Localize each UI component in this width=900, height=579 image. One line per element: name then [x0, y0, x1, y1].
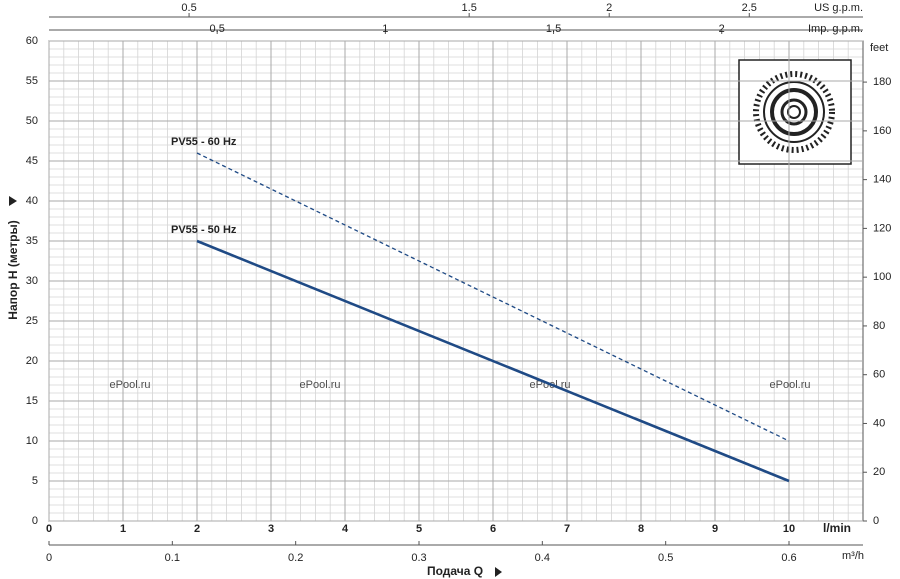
extra-axis-label: Imp. g.p.m. [808, 23, 863, 35]
y2-tick-label: 20 [873, 466, 885, 478]
extra-tick-label: 0.5 [658, 552, 673, 564]
x-tick-label: 7 [564, 523, 570, 535]
y-tick-label: 10 [26, 435, 38, 447]
series-label: PV55 - 50 Hz [171, 224, 237, 236]
y-tick-label: 20 [26, 355, 38, 367]
extra-tick-label: 1.5 [462, 2, 477, 14]
y2-tick-label: 0 [873, 515, 879, 527]
y2-tick-label: 180 [873, 76, 891, 88]
y-tick-label: 60 [26, 35, 38, 47]
y2-tick-label: 120 [873, 222, 891, 234]
y-tick-label: 25 [26, 315, 38, 327]
extra-tick-label: 1.5 [546, 23, 561, 35]
y-tick-label: 5 [32, 475, 38, 487]
y2-tick-label: 140 [873, 174, 891, 186]
extra-tick-label: 2 [606, 2, 612, 14]
extra-tick-label: 0.2 [288, 552, 303, 564]
series-label: PV55 - 60 Hz [171, 136, 237, 148]
extra-tick-label: 0.1 [165, 552, 180, 564]
extra-tick-label: 2.5 [742, 2, 757, 14]
y2-tick-label: 40 [873, 417, 885, 429]
extra-tick-label: 0.5 [181, 2, 196, 14]
extra-tick-label: 2 [719, 23, 725, 35]
y-tick-label: 35 [26, 235, 38, 247]
x-tick-label: 1 [120, 523, 126, 535]
y-tick-label: 0 [32, 515, 38, 527]
impeller-icon [753, 71, 835, 153]
watermark: ePool.ru [300, 379, 341, 391]
y-tick-label: 30 [26, 275, 38, 287]
watermark: ePool.ru [770, 379, 811, 391]
x-tick-label: 8 [638, 523, 644, 535]
y-tick-label: 15 [26, 395, 38, 407]
extra-tick-label: 0.3 [411, 552, 426, 564]
y-axis-label: Напор H (метры) [6, 220, 20, 319]
x-tick-label: 6 [490, 523, 496, 535]
series-line [196, 239, 790, 483]
y2-axis-label: feet [870, 42, 888, 54]
x-tick-label: 4 [342, 523, 349, 535]
y-tick-label: 45 [26, 155, 38, 167]
x-tick-label: 0 [46, 523, 52, 535]
x-tick-label: 10 [783, 523, 795, 535]
y2-tick-label: 100 [873, 271, 891, 283]
y2-tick-label: 160 [873, 125, 891, 137]
extra-tick-label: 0.4 [535, 552, 550, 564]
series-line [196, 152, 790, 442]
x-tick-label: 9 [712, 523, 718, 535]
y2-tick-label: 60 [873, 369, 885, 381]
extra-tick-label: 0 [46, 552, 52, 564]
y2-tick-label: 80 [873, 320, 885, 332]
y-tick-label: 50 [26, 115, 38, 127]
extra-axis-label: US g.p.m. [814, 2, 863, 14]
x-tick-label: 2 [194, 523, 200, 535]
extra-axis-label: m³/h [842, 550, 864, 562]
x-axis-label: Подача Q [427, 564, 483, 578]
extra-tick-label: 1 [382, 23, 388, 35]
y-tick-label: 55 [26, 75, 38, 87]
x-unit: l/min [823, 521, 851, 535]
x-arrow [495, 567, 502, 577]
y-arrow [9, 196, 17, 206]
y-tick-label: 40 [26, 195, 38, 207]
watermark: ePool.ru [110, 379, 151, 391]
extra-tick-label: 0.5 [210, 23, 225, 35]
x-tick-label: 3 [268, 523, 274, 535]
x-tick-label: 5 [416, 523, 422, 535]
extra-tick-label: 0.6 [781, 552, 796, 564]
